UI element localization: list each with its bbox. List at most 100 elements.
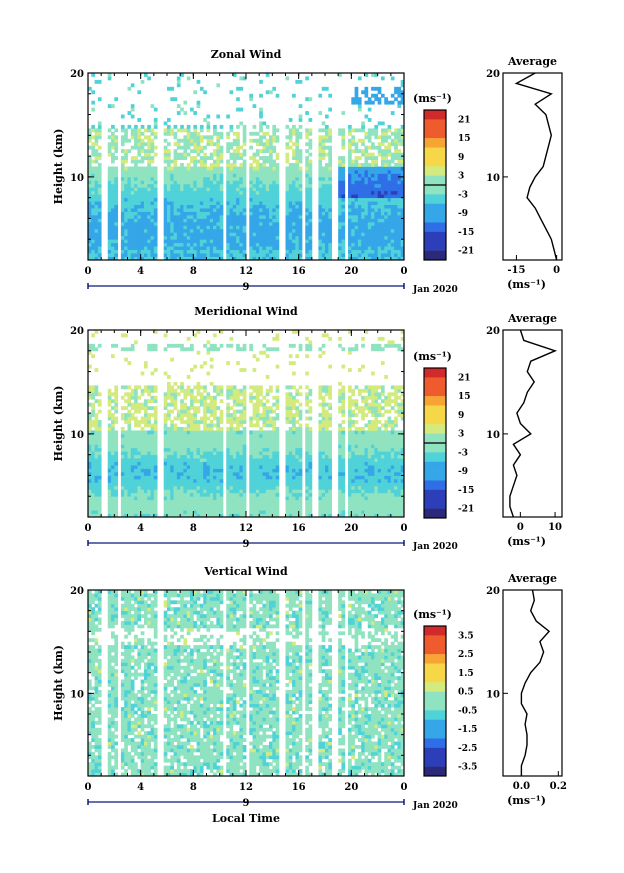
heatmap-cell [259,201,263,205]
heatmap-cell [377,242,382,247]
heatmap-cell [341,145,346,150]
heatmap-cell [292,190,296,195]
heatmap-cell [150,142,155,147]
heatmap-cell [262,454,267,459]
heatmap-cell [190,413,194,417]
heatmap-cell [380,242,385,247]
heatmap-cell [269,388,273,393]
heatmap-cell [265,503,270,508]
heatmap-cell [249,478,253,483]
heatmap-cell [190,388,194,393]
heatmap-cell [114,180,119,185]
heatmap-cell [275,183,280,188]
heatmap-cell [130,458,135,462]
heatmap-cell [94,131,99,136]
heatmap-cell [147,149,151,154]
heatmap-cell [91,246,95,251]
heatmap-cell [265,138,270,143]
heatmap-cell [140,451,145,456]
heatmap-cell [252,194,257,199]
heatmap-cell [97,152,102,157]
heatmap-cell [196,350,201,355]
heatmap-cell [232,166,237,171]
heatmap-cell [167,235,171,240]
heatmap-cell [114,173,119,178]
heatmap-cell [120,513,125,518]
heatmap-cell [255,131,260,136]
heatmap-cell [167,458,171,462]
heatmap-cell [114,416,119,421]
heatmap-cell [265,142,270,147]
heatmap-cell [137,201,142,205]
heatmap-cell [163,121,168,126]
heatmap-cell [269,214,273,219]
heatmap-cell [206,492,211,497]
heatmap-cell [91,388,95,393]
heatmap-cell [371,197,375,202]
heatmap-cell [255,416,260,421]
heatmap-cell [259,253,263,257]
heatmap-cell [107,399,112,404]
heatmap-cell [325,173,329,178]
heatmap-cell [88,471,92,476]
heatmap-cell [328,180,332,185]
heatmap-cell [232,214,237,219]
heatmap-cell [325,128,329,133]
heatmap-cell [196,485,201,490]
heatmap-cell [143,430,148,435]
heatmap-cell [107,190,112,195]
heatmap-cell [186,201,191,205]
heatmap-cell [127,176,132,181]
date-label: Jan 2020 [412,285,458,295]
heatmap-cell [199,194,204,199]
heatmap-cell [275,208,280,212]
heatmap-cell [216,478,221,483]
heatmap-cell [239,221,244,226]
heatmap-cell [295,214,300,219]
heatmap-cell [262,249,267,254]
heatmap-cell [199,163,204,167]
heatmap-cell [134,399,138,404]
heatmap-cell [384,211,388,216]
heatmap-cell [236,503,240,508]
heatmap-cell [242,492,247,497]
x-tick-label: 8 [190,266,197,277]
heatmap-cell [275,503,280,508]
heatmap-cell [186,485,191,490]
heatmap-cell [377,86,382,91]
heatmap-cell [361,221,365,226]
heatmap-cell [114,197,119,202]
heatmap-cell [199,433,204,438]
heatmap-cell [361,163,365,167]
heatmap-cell [203,461,207,466]
heatmap-cell [193,406,198,411]
heatmap-cell [124,385,128,390]
heatmap-cell [269,475,273,480]
heatmap-cell [107,208,112,212]
heatmap-cell [120,506,125,511]
heatmap-cell [305,149,309,154]
heatmap-cell [387,249,392,254]
heatmap-cell [387,152,392,157]
heatmap-cell [259,187,263,192]
heatmap-cell [219,385,224,390]
heatmap-cell [371,246,375,251]
heatmap-cell [120,211,125,216]
heatmap-cell [252,354,257,359]
heatmap-cell [371,100,375,105]
heatmap-cell [252,242,257,247]
heatmap-cell [341,111,346,115]
heatmap-cell [387,197,392,202]
heatmap-cell [167,440,171,445]
heatmap-cell [173,124,178,129]
heatmap-cell [94,166,99,171]
heatmap-cell [285,482,290,487]
heatmap-cell [308,176,313,181]
heatmap-cell [107,444,112,449]
heatmap-cell [229,430,234,435]
heatmap-cell [298,135,303,140]
heatmap-cell [180,176,184,181]
heatmap-cell [163,440,168,445]
heatmap-cell [397,173,402,178]
heatmap-cell [114,249,119,254]
